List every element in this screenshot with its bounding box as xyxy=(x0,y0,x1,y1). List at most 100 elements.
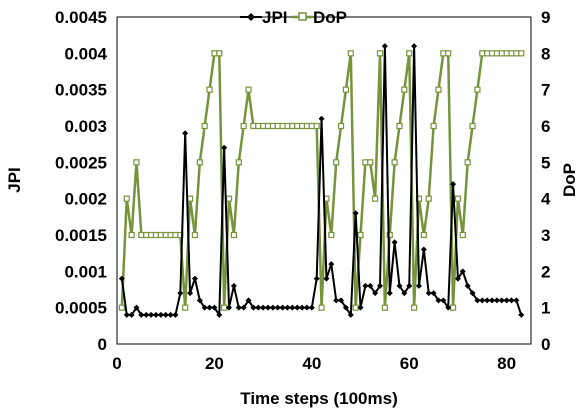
jpi-point xyxy=(386,290,393,297)
dop-point xyxy=(381,304,388,311)
jpi-point xyxy=(425,290,432,297)
jpi-point xyxy=(372,290,379,297)
x-axis-title: Time steps (100ms) xyxy=(240,389,397,408)
dop-point xyxy=(225,195,233,202)
y-right-tick-label: 6 xyxy=(541,117,550,136)
x-tick-label: 60 xyxy=(400,354,419,373)
dop-point xyxy=(430,122,437,130)
dop-point xyxy=(133,159,140,166)
dop-point xyxy=(337,122,345,130)
dop-point xyxy=(196,159,203,166)
dop-point xyxy=(454,195,462,202)
dop-point xyxy=(279,122,286,130)
jpi-point xyxy=(450,181,457,188)
dop-point xyxy=(162,231,169,239)
jpi-point xyxy=(352,210,359,217)
jpi-point xyxy=(118,275,125,282)
y-right-tick-label: 3 xyxy=(541,226,550,245)
dop-point xyxy=(484,50,491,57)
jpi-point xyxy=(469,290,476,297)
dop-point xyxy=(230,231,237,239)
jpi-point xyxy=(415,282,422,289)
dop-point xyxy=(376,50,384,57)
x-tick-label: 0 xyxy=(112,354,121,373)
jpi-point xyxy=(138,311,145,318)
jpi-point xyxy=(396,282,403,289)
jpi-point xyxy=(245,297,252,304)
jpi-point xyxy=(323,275,330,282)
dop-point xyxy=(143,231,150,239)
jpi-point xyxy=(148,311,155,318)
dop-point xyxy=(186,195,194,202)
jpi-point xyxy=(503,297,510,304)
dop-point xyxy=(352,304,359,311)
jpi-point xyxy=(391,239,398,246)
jpi-point xyxy=(279,304,286,311)
jpi-point xyxy=(182,130,189,137)
dop-point xyxy=(401,86,408,93)
dop-point xyxy=(123,195,130,202)
dop-point xyxy=(333,159,340,166)
dop-point xyxy=(493,50,501,57)
jpi-point xyxy=(167,311,174,318)
dop-point xyxy=(518,50,525,57)
jpi-point xyxy=(128,311,135,318)
jpi-point xyxy=(206,304,213,311)
dop-point xyxy=(157,231,164,239)
y-left-axis-title: JPI xyxy=(5,167,24,193)
dop-point xyxy=(216,50,223,57)
jpi-point xyxy=(347,311,354,318)
dop-point xyxy=(147,231,155,239)
dop-point xyxy=(503,50,510,57)
jpi-point xyxy=(187,290,194,297)
dop-point xyxy=(260,122,267,130)
y-right-tick-label: 4 xyxy=(541,190,551,209)
dop-point xyxy=(303,122,311,130)
jpi-point xyxy=(454,275,461,282)
y-left-tick-label: 0.001 xyxy=(64,262,107,281)
jpi-point xyxy=(152,311,159,318)
jpi-point xyxy=(362,282,369,289)
dop-point xyxy=(201,122,208,130)
dop-point xyxy=(167,231,174,239)
dop-point xyxy=(172,231,179,239)
dop-point xyxy=(235,159,242,166)
jpi-point xyxy=(196,297,203,304)
x-tick-labels: 0 20 40 60 80 xyxy=(112,354,516,373)
jpi-point xyxy=(299,304,306,311)
jpi-point xyxy=(123,311,130,318)
dop-point xyxy=(328,231,335,239)
dop-point xyxy=(464,159,471,166)
jpi-point xyxy=(308,304,315,311)
jpi-point xyxy=(445,304,452,311)
y-left-tick-label: 0.0025 xyxy=(55,153,107,172)
jpi-point xyxy=(484,297,491,304)
dop-point xyxy=(411,304,418,311)
jpi-point xyxy=(235,304,242,311)
jpi-point xyxy=(269,304,276,311)
dop-point xyxy=(435,86,442,93)
x-tick-label: 20 xyxy=(205,354,224,373)
dop-point xyxy=(459,231,466,239)
dop-point xyxy=(206,86,213,93)
dop-point xyxy=(347,50,354,57)
jpi-point xyxy=(459,268,466,275)
jpi-point xyxy=(474,297,481,304)
y-left-tick-label: 0.0005 xyxy=(55,299,107,318)
dop-point xyxy=(191,231,199,239)
jpi-point xyxy=(260,304,267,311)
dop-point xyxy=(469,122,476,130)
dop-point xyxy=(138,231,145,239)
jpi-point xyxy=(508,297,515,304)
jpi-point xyxy=(240,304,247,311)
y-left-tick-label: 0.004 xyxy=(64,44,107,63)
dop-point xyxy=(386,231,393,239)
jpi-point xyxy=(294,304,301,311)
jpi-point xyxy=(498,297,505,304)
dop-point xyxy=(406,50,413,57)
dop-point xyxy=(240,122,247,130)
dop-point xyxy=(294,122,301,130)
dop-point xyxy=(372,195,379,202)
jpi-point xyxy=(162,311,169,318)
